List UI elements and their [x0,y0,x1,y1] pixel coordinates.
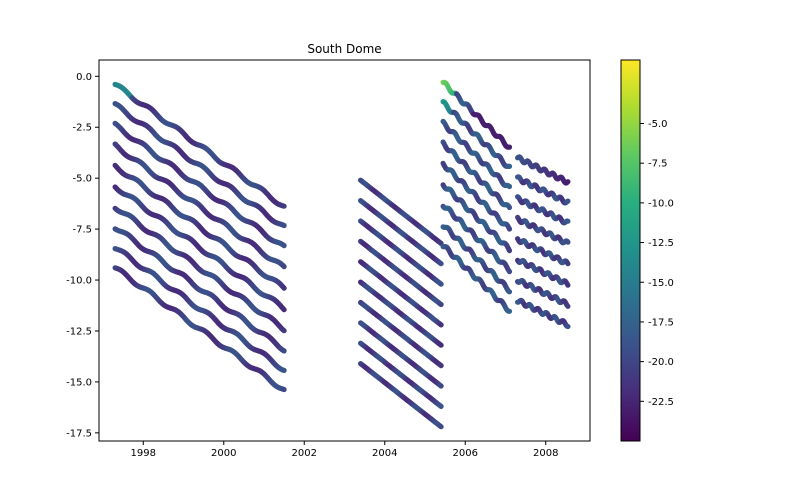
data-point [438,403,444,409]
data-point [506,163,513,169]
colorbar-tick-label: -15.0 [648,278,674,289]
x-axis: 1998 2000 2002 2004 2006 2008 [131,441,558,459]
scatter-points [112,79,571,430]
data-point [565,239,571,245]
data-point [281,307,287,313]
colorbar-tick-label: -22.5 [648,397,674,408]
data-point [506,204,513,211]
x-tick-label: 2002 [292,448,317,459]
data-point [281,203,287,209]
data-point [281,243,287,249]
colorbar-tick-label: -12.5 [648,238,674,249]
data-point [506,289,513,295]
x-tick-label: 2000 [211,448,236,459]
colorbar-tick-label: -20.0 [648,357,674,368]
data-point [438,363,444,369]
colorbar-tick-label: -17.5 [648,317,674,328]
data-point [281,348,287,354]
y-tick-label: 0.0 [76,72,92,83]
data-point [565,198,571,204]
data-point [281,328,287,334]
y-tick-label: -5.0 [72,174,92,185]
data-point [281,285,287,291]
data-point [438,261,444,267]
data-point [438,322,444,328]
data-point [281,367,287,373]
x-tick-label: 2004 [372,448,397,459]
x-tick-label: 1998 [131,448,156,459]
data-point [506,226,513,232]
data-point [438,342,444,348]
colorbar-tick-label: -7.5 [648,159,668,170]
data-point [565,179,571,185]
data-point [281,222,287,229]
data-point [438,301,444,308]
data-point [506,248,513,254]
y-axis: 0.0 -2.5 -5.0 -7.5 -10.0 -12.5 -15.0 -17.5 [66,72,99,439]
data-point [565,303,571,309]
y-tick-label: -10.0 [66,276,92,287]
data-point [565,282,571,288]
data-point [438,281,444,287]
data-point [506,269,513,275]
colorbar-axis: -5.0 -7.5 -10.0 -12.5 -15.0 -17.5 -20.0 -22.5 [640,119,674,408]
data-point [506,308,513,314]
data-point [506,183,513,190]
data-point [506,144,513,150]
y-tick-label: -17.5 [66,428,92,439]
y-tick-label: -7.5 [72,225,92,236]
x-tick-label: 2006 [453,448,478,459]
data-point [565,323,571,330]
data-point [565,218,571,224]
chart-title: South Dome [307,42,381,56]
x-tick-label: 2008 [533,448,558,459]
data-point [565,261,571,267]
colorbar [620,59,641,442]
data-point [438,383,444,389]
data-point [438,424,444,430]
y-tick-label: -2.5 [72,123,92,134]
colorbar-tick-label: -5.0 [648,119,668,130]
data-point [281,264,287,270]
data-point [281,386,287,393]
colorbar-tick-label: -10.0 [648,198,674,209]
y-tick-label: -15.0 [66,377,92,388]
y-tick-label: -12.5 [66,326,92,337]
plot-frame [98,59,591,442]
